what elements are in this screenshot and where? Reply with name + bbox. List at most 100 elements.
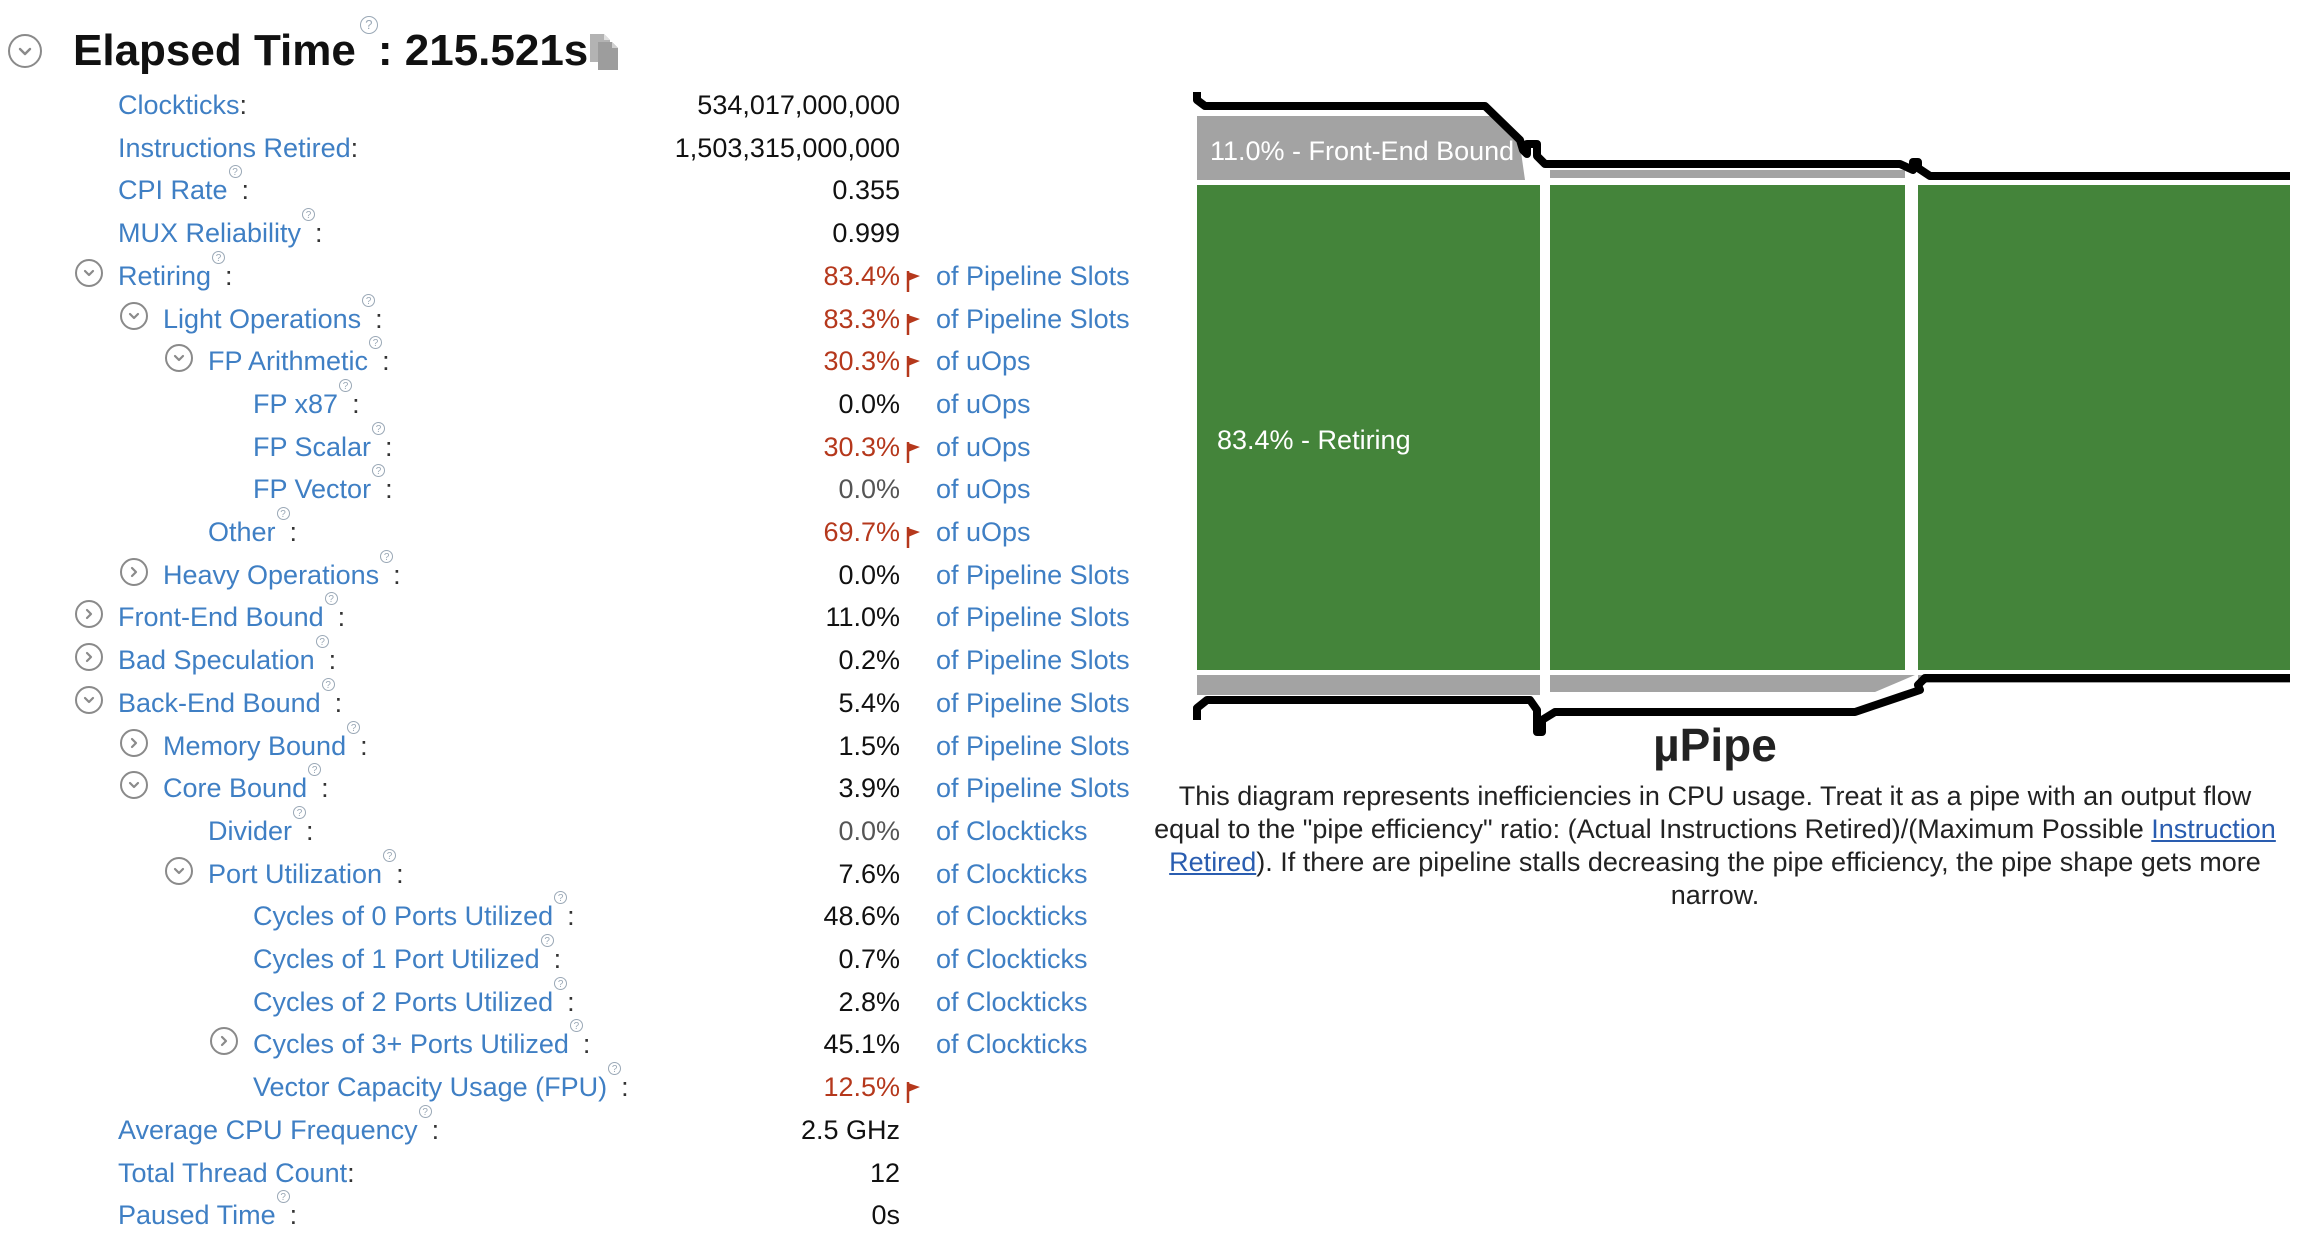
metric-label[interactable]: FP Vector?:: [253, 464, 393, 510]
metric-label[interactable]: FP x87?:: [253, 378, 360, 425]
metric-value: 1,503,315,000,000: [674, 132, 900, 163]
metric-label[interactable]: Cycles of 2 Ports Utilized?:: [253, 976, 575, 1023]
metric-label[interactable]: Cycles of 3+ Ports Utilized?:: [253, 1019, 590, 1065]
metric-label[interactable]: CPI Rate?:: [118, 165, 249, 211]
metric-value: 2.5 GHz: [800, 1114, 900, 1145]
metric-label[interactable]: FP Scalar?:: [253, 421, 393, 468]
help-icon[interactable]: ?: [369, 336, 383, 350]
metric-unit: of Pipeline Slots: [936, 730, 1130, 761]
expand-toggle-icon[interactable]: [75, 643, 103, 672]
label-colon: :: [385, 431, 393, 462]
metric-label[interactable]: FP Arithmetic?:: [208, 336, 390, 382]
metric-row: Cycles of 1 Port Utilized?: 0.7% of Clockt…: [0, 934, 1160, 980]
metric-label[interactable]: Instructions Retired:: [118, 127, 358, 169]
metric-label[interactable]: Retiring?:: [118, 250, 233, 297]
metric-label-text: Cycles of 0 Ports Utilized: [253, 901, 554, 932]
metric-label[interactable]: Light Operations?:: [163, 293, 383, 340]
metric-value: 0.0%: [838, 559, 900, 590]
collapse-toggle-icon[interactable]: [8, 34, 42, 68]
instruction-retired-link[interactable]: Instruction Retired: [1169, 814, 2276, 877]
metric-unit: of Pipeline Slots: [936, 303, 1130, 334]
metric-label[interactable]: Clockticks:: [118, 84, 247, 126]
help-icon[interactable]: ?: [569, 1019, 583, 1033]
expand-toggle-icon[interactable]: [120, 557, 148, 586]
help-icon[interactable]: ?: [608, 1062, 622, 1076]
metric-label[interactable]: Core Bound?:: [163, 763, 329, 809]
collapse-toggle-icon[interactable]: [75, 685, 103, 714]
expand-toggle-icon[interactable]: [75, 600, 103, 629]
label-colon: :: [431, 1114, 440, 1145]
help-icon[interactable]: ?: [276, 507, 290, 520]
expand-toggle-icon[interactable]: [120, 728, 148, 757]
metric-label[interactable]: MUX Reliability?:: [118, 208, 323, 254]
metric-label[interactable]: Port Utilization?:: [208, 848, 404, 895]
expand-toggle-icon[interactable]: [210, 1027, 238, 1056]
front-end-bound-label: 11.0% - Front-End Bound: [1210, 136, 1515, 166]
pipe-segment-2: [1550, 170, 1915, 692]
metric-row: FP Arithmetic?: 30.3% of uOps: [0, 336, 1160, 382]
metric-label[interactable]: Divider?:: [208, 805, 314, 852]
metric-unit: of uOps: [936, 474, 1031, 505]
help-icon[interactable]: ?: [372, 421, 386, 435]
metric-label-text: Cycles of 3+ Ports Utilized: [253, 1029, 569, 1060]
metric-row: Divider?: 0.0% of Clockticks: [0, 805, 1160, 852]
collapse-toggle-icon[interactable]: [120, 301, 148, 330]
help-icon[interactable]: ?: [321, 677, 335, 691]
metric-label[interactable]: Memory Bound?:: [163, 720, 368, 767]
metric-value: 30.3%: [823, 346, 900, 377]
help-icon[interactable]: ?: [293, 805, 307, 819]
metric-row: Retiring?: 83.4% of Pipeline Slots: [0, 250, 1160, 297]
help-icon[interactable]: ?: [228, 165, 242, 179]
metric-label[interactable]: Front-End Bound?:: [118, 592, 345, 638]
metric-label[interactable]: Paused Time?:: [118, 1190, 297, 1236]
collapse-toggle-icon[interactable]: [75, 258, 103, 287]
metric-label[interactable]: Back-End Bound?:: [118, 677, 342, 724]
help-icon[interactable]: ?: [554, 976, 568, 990]
metric-row: Heavy Operations?: 0.0% of Pipeline Slots: [0, 549, 1160, 596]
metric-value: 7.6%: [838, 858, 900, 889]
metric-unit: of Pipeline Slots: [936, 260, 1130, 291]
label-colon: :: [553, 944, 562, 974]
upipe-diagram: 11.0% - Front-End Bound 83.4% - Retiring: [1175, 80, 2295, 740]
metric-value: 534,017,000,000: [697, 90, 900, 120]
metric-label[interactable]: Cycles of 1 Port Utilized?:: [253, 934, 562, 980]
pipe-seg3-retiring-area: [1918, 185, 2290, 670]
help-icon[interactable]: ?: [380, 549, 394, 563]
upipe-description: This diagram represents inefficiencies i…: [1150, 780, 2280, 912]
metric-label[interactable]: Vector Capacity Usage (FPU)?:: [253, 1062, 629, 1108]
collapse-toggle-icon[interactable]: [120, 771, 148, 800]
metric-label[interactable]: Total Thread Count:: [118, 1152, 355, 1194]
help-icon[interactable]: ?: [302, 208, 316, 222]
help-icon[interactable]: ?: [362, 293, 376, 307]
help-icon[interactable]: ?: [418, 1104, 432, 1118]
metric-label[interactable]: Other?:: [208, 507, 297, 553]
metric-label[interactable]: Bad Speculation?:: [118, 635, 337, 681]
copy-icon[interactable]: [588, 32, 622, 72]
collapse-toggle-icon[interactable]: [165, 344, 193, 373]
metric-value: 83.3%: [823, 303, 900, 334]
metric-label[interactable]: Average CPU Frequency?:: [118, 1104, 440, 1151]
metric-label[interactable]: Heavy Operations?:: [163, 549, 401, 596]
help-icon[interactable]: ?: [308, 763, 322, 777]
help-icon[interactable]: ?: [212, 250, 226, 264]
metric-row: Cycles of 0 Ports Utilized?: 48.6% of Cloc…: [0, 891, 1160, 937]
help-icon[interactable]: ?: [540, 934, 554, 947]
metric-value: 0.355: [832, 175, 900, 206]
metric-row: Vector Capacity Usage (FPU)?: 12.5%: [0, 1062, 1160, 1108]
help-icon[interactable]: ?: [359, 16, 378, 34]
label-colon: :: [328, 645, 337, 676]
help-icon[interactable]: ?: [554, 891, 568, 905]
help-icon[interactable]: ?: [372, 464, 386, 478]
metric-label-text: Instructions Retired: [118, 132, 351, 163]
label-colon: :: [375, 303, 383, 334]
help-icon[interactable]: ?: [383, 848, 397, 862]
collapse-toggle-icon[interactable]: [165, 856, 193, 885]
help-icon[interactable]: ?: [339, 378, 353, 392]
metric-label[interactable]: Cycles of 0 Ports Utilized?:: [253, 891, 575, 937]
metric-label-text: Cycles of 2 Ports Utilized: [253, 986, 554, 1017]
help-icon[interactable]: ?: [315, 635, 329, 649]
help-icon[interactable]: ?: [347, 720, 361, 734]
help-icon[interactable]: ?: [276, 1190, 290, 1204]
help-icon[interactable]: ?: [324, 592, 338, 606]
retiring-label: 83.4% - Retiring: [1217, 425, 1411, 455]
